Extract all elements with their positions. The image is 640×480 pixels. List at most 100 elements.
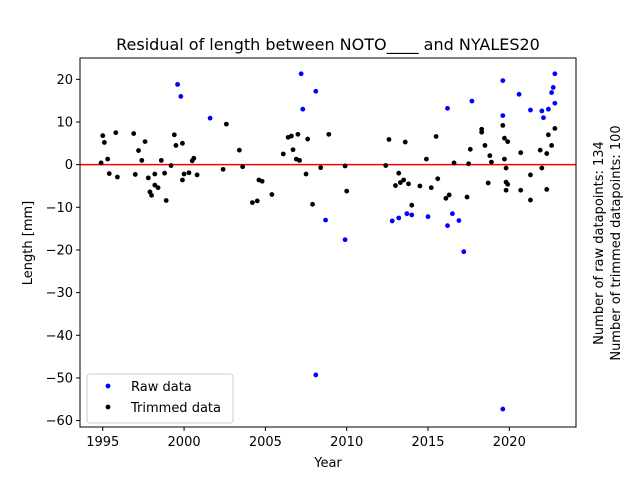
raw-data-point (207, 115, 213, 121)
trimmed-data-point (393, 183, 398, 188)
trimmed-data-point (446, 192, 452, 198)
y-tick-label: 0 (65, 158, 73, 173)
raw-data-point (500, 78, 506, 84)
raw-count-note: Number of raw datapoints: 134 (592, 141, 607, 345)
y-tick-label: −20 (46, 243, 73, 258)
raw-data-point (342, 237, 348, 243)
trimmed-data-point (528, 172, 533, 178)
raw-data-point (404, 211, 410, 217)
x-tick-label: 2000 (168, 435, 201, 450)
trimmed-data-point (254, 198, 260, 204)
trimmed-data-point (249, 200, 255, 206)
trimmed-data-point (502, 135, 507, 141)
trimmed-data-point (386, 137, 392, 142)
trimmed-data-point (487, 153, 493, 159)
trimmed-data-point (194, 172, 200, 178)
raw-data-point (313, 88, 319, 94)
trimmed-data-point (443, 195, 449, 201)
trimmed-data-point (280, 151, 286, 157)
trimmed-data-point (180, 177, 185, 183)
legend-marker-raw (105, 383, 111, 389)
trimmed-data-point (342, 163, 348, 169)
trimmed-data-point (344, 188, 350, 194)
legend-label-trimmed: Trimmed data (130, 401, 221, 416)
trimmed-data-point (396, 170, 402, 176)
raw-data-point (445, 223, 450, 229)
trimmed-data-point (289, 133, 294, 139)
raw-data-point (552, 100, 558, 106)
trimmed-data-point (152, 182, 158, 188)
trimmed-data-point (489, 159, 494, 165)
y-tick-label: 20 (56, 73, 73, 88)
trimmed-data-point (503, 187, 509, 193)
trimmed-data-point (158, 157, 164, 163)
trimmed-data-point (479, 129, 485, 135)
trimmed-data-point (305, 136, 311, 142)
trimmed-data-point (269, 192, 275, 197)
plot-frame (79, 57, 577, 428)
trimmed-data-point (290, 147, 296, 153)
trimmed-data-point (191, 155, 197, 161)
trimmed-data-point (485, 180, 491, 186)
legend-label-raw: Raw data (131, 380, 192, 395)
raw-data-point (528, 107, 533, 113)
raw-data-point (323, 217, 328, 223)
trimmed-data-point (528, 197, 533, 203)
raw-data-point (450, 211, 455, 217)
y-tick-label: −30 (46, 286, 73, 301)
trimmed-data-point (433, 134, 439, 139)
trimmed-data-point (105, 156, 111, 162)
data-points-layer (98, 71, 558, 412)
y-tick-label: −50 (46, 371, 73, 386)
trimmed-data-point (173, 143, 179, 148)
trimmed-data-point (539, 165, 545, 171)
y-axis-label: Length [mm] (21, 201, 36, 285)
raw-data-point (550, 85, 556, 90)
raw-data-point (541, 115, 546, 121)
raw-data-point (500, 113, 506, 118)
x-tick-label: 2010 (330, 435, 363, 450)
trimmed-data-point (297, 157, 302, 163)
y-tick-label: −60 (46, 414, 73, 429)
trimmed-data-point (101, 140, 107, 145)
raw-data-point (469, 98, 475, 104)
trimmed-data-point (545, 132, 551, 138)
raw-data-point (500, 406, 506, 412)
trimmed-data-point (401, 177, 407, 183)
trimmed-data-point (223, 121, 229, 127)
trimmed-data-point (186, 170, 192, 176)
legend-marker-trimmed (105, 404, 111, 410)
legend-box (86, 373, 234, 424)
x-axis-label: Year (313, 456, 342, 471)
x-tick-label: 2015 (411, 435, 444, 450)
trimmed-data-point (149, 192, 154, 198)
trimmed-data-point (544, 186, 550, 192)
plot-area (80, 58, 576, 427)
trimmed-data-point (503, 165, 509, 171)
raw-data-point (313, 372, 319, 378)
trimmed-data-point (537, 147, 543, 153)
trimmed-data-point (115, 174, 120, 180)
trimmed-data-point (464, 194, 470, 200)
raw-data-point (409, 212, 415, 218)
chart-title: Residual of length between NOTO____ and … (116, 35, 540, 55)
trimmed-data-point (552, 125, 558, 131)
series-raw (175, 71, 558, 412)
trimmed-data-point (236, 147, 242, 153)
trimmed-data-point (467, 146, 473, 152)
trimmed-data-point (417, 183, 423, 189)
trimmed-data-point (295, 131, 301, 137)
trimmed-data-point (220, 166, 226, 172)
trimmed-data-point (518, 150, 524, 156)
trimmed-data-point (259, 178, 265, 184)
x-tick-label: 1995 (86, 435, 119, 450)
trimmed-data-point (505, 139, 511, 145)
trimmed-data-point (163, 198, 169, 203)
raw-data-point (396, 215, 402, 221)
trimmed-data-point (98, 160, 104, 166)
trimmed-count-note: Number of trimmed datapoints: 100 (609, 125, 624, 360)
raw-data-point (539, 108, 545, 114)
trimmed-data-point (482, 143, 488, 148)
y-tick-label: −40 (46, 329, 73, 344)
